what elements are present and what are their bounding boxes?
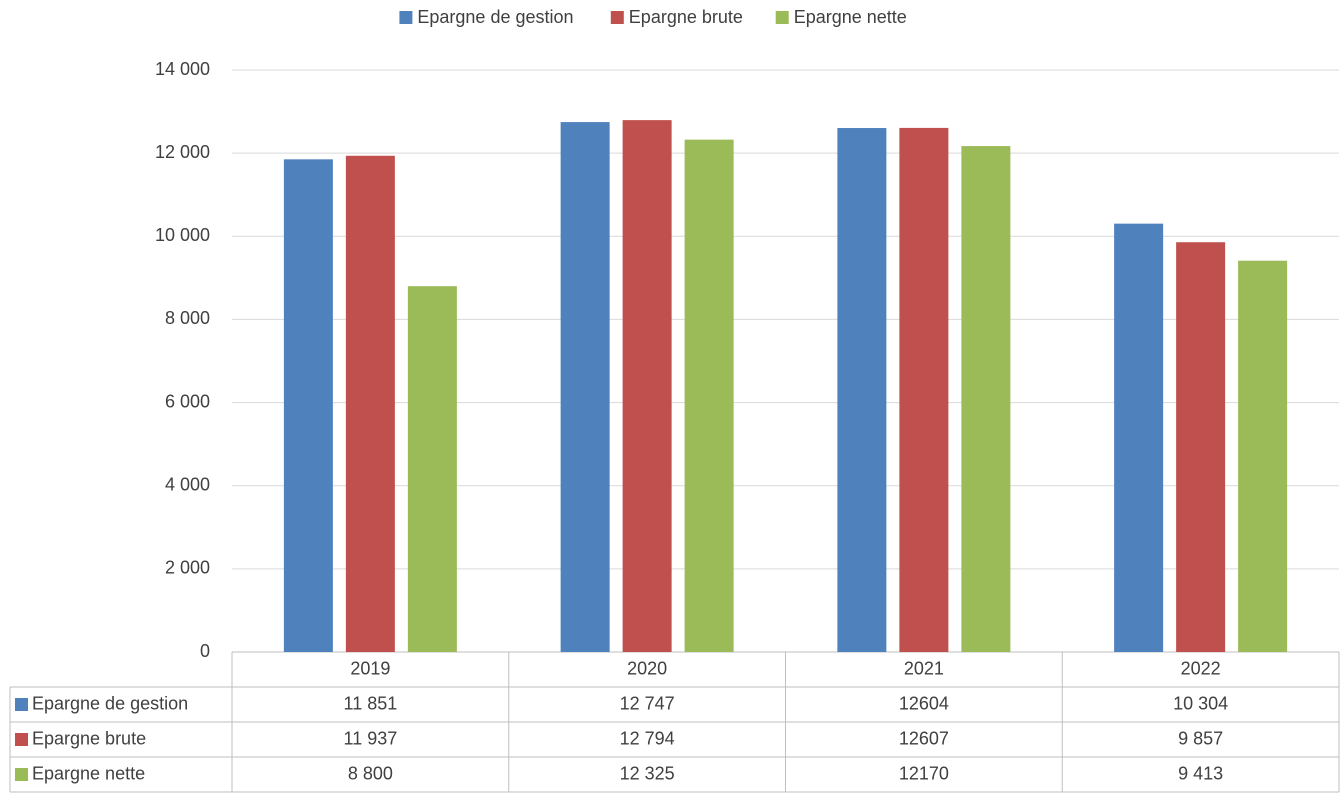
bar bbox=[283, 159, 333, 652]
bar bbox=[684, 139, 734, 652]
y-tick-label: 6 000 bbox=[165, 391, 210, 411]
y-tick-label: 0 bbox=[200, 641, 210, 661]
y-tick-label: 12 000 bbox=[155, 142, 210, 162]
table-value: 12170 bbox=[899, 763, 949, 783]
table-legend-swatch bbox=[15, 698, 28, 711]
legend-swatch bbox=[610, 11, 624, 24]
table-value: 12 325 bbox=[620, 763, 675, 783]
x-tick-label: 2022 bbox=[1181, 658, 1221, 678]
legend-swatch bbox=[775, 11, 789, 24]
y-tick-label: 10 000 bbox=[155, 225, 210, 245]
table-value: 12604 bbox=[899, 693, 949, 713]
bar bbox=[899, 127, 949, 652]
table-value: 12 747 bbox=[620, 693, 675, 713]
table-row-label: Epargne de gestion bbox=[32, 693, 188, 713]
bar bbox=[961, 146, 1011, 652]
bar bbox=[407, 286, 457, 652]
bar bbox=[1176, 242, 1226, 653]
legend-label: Epargne de gestion bbox=[417, 7, 573, 27]
y-tick-label: 14 000 bbox=[155, 59, 210, 79]
x-tick-label: 2021 bbox=[904, 658, 944, 678]
bar bbox=[622, 120, 672, 653]
table-value: 10 304 bbox=[1173, 693, 1228, 713]
table-value: 9 413 bbox=[1178, 763, 1223, 783]
table-value: 9 857 bbox=[1178, 728, 1223, 748]
table-value: 11 851 bbox=[344, 693, 398, 713]
table-value: 12 794 bbox=[620, 728, 675, 748]
table-value: 11 937 bbox=[344, 728, 398, 748]
bar bbox=[1238, 260, 1288, 652]
y-tick-label: 4 000 bbox=[165, 474, 210, 494]
legend-label: Epargne nette bbox=[794, 7, 907, 27]
y-tick-label: 2 000 bbox=[165, 558, 210, 578]
table-row-label: Epargne brute bbox=[32, 728, 146, 748]
legend-swatch bbox=[399, 11, 413, 24]
legend-label: Epargne brute bbox=[629, 7, 743, 27]
table-legend-swatch bbox=[15, 768, 28, 781]
bar bbox=[560, 122, 610, 653]
x-tick-label: 2020 bbox=[627, 658, 667, 678]
y-tick-label: 8 000 bbox=[165, 308, 210, 328]
table-value: 12607 bbox=[899, 728, 949, 748]
bar bbox=[837, 128, 887, 653]
table-legend-swatch bbox=[15, 733, 28, 746]
x-tick-label: 2019 bbox=[350, 658, 390, 678]
table-row-label: Epargne nette bbox=[32, 763, 145, 783]
bar bbox=[345, 155, 395, 653]
table-value: 8 800 bbox=[348, 763, 393, 783]
bar bbox=[1114, 223, 1164, 652]
